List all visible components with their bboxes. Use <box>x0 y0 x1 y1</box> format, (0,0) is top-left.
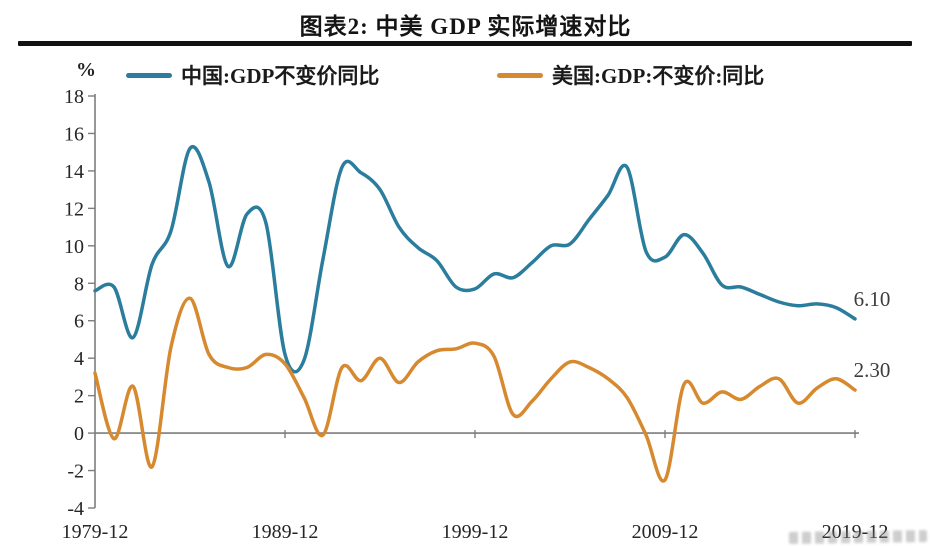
series-end-label: 2.30 <box>854 358 891 382</box>
y-tick-label: 0 <box>74 423 84 445</box>
china-line-swatch <box>126 72 172 78</box>
series-end-label: 6.10 <box>854 287 891 311</box>
y-tick-label: 8 <box>74 273 84 295</box>
legend-label-china: 中国:GDP不变价同比 <box>181 64 380 88</box>
china-gdp-line <box>93 144 857 374</box>
y-tick-label: 2 <box>74 386 84 408</box>
y-tick-label: 10 <box>64 236 84 258</box>
y-tick-label: 6 <box>74 311 84 333</box>
legend-item-china: 中国:GDP不变价同比 <box>126 60 379 90</box>
y-tick-label: 18 <box>64 86 84 108</box>
x-tick-label: 1979-12 <box>62 521 129 543</box>
y-tick-label: -4 <box>67 498 84 520</box>
us-line-swatch <box>497 72 543 78</box>
x-tick-label: 1999-12 <box>442 521 509 543</box>
x-tick-label: 2019-12 <box>822 521 889 543</box>
title-divider <box>18 41 912 46</box>
y-tick-label: 4 <box>74 348 84 370</box>
chart-title: 图表2: 中美 GDP 实际增速对比 <box>299 14 632 39</box>
x-tick-label: 2009-12 <box>632 521 699 543</box>
y-tick-label: 14 <box>64 161 84 183</box>
x-tick-label: 1989-12 <box>252 521 319 543</box>
y-axis-unit-label: % <box>76 59 96 81</box>
y-tick-label: 12 <box>64 198 84 220</box>
legend-label-us: 美国:GDP:不变价:同比 <box>552 64 765 88</box>
y-tick-label: 16 <box>64 123 84 145</box>
legend-item-us: 美国:GDP:不变价:同比 <box>497 60 764 90</box>
y-tick-label: -2 <box>67 461 84 483</box>
us-gdp-line <box>93 296 857 483</box>
